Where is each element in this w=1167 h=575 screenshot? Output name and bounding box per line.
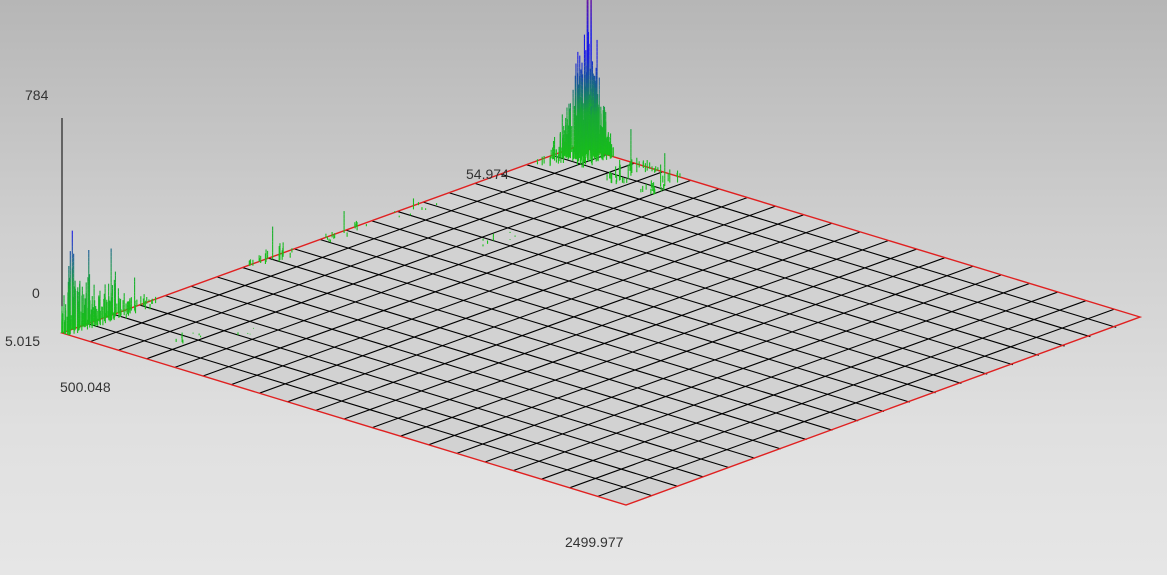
y-max-label: 54.974 <box>466 166 509 182</box>
z-max-label: 784 <box>25 87 49 103</box>
spectrum-bars <box>61 0 681 344</box>
x-min-label: 500.048 <box>60 379 111 395</box>
grid-line <box>526 164 1091 338</box>
grid-line <box>474 182 1039 356</box>
floor-grid <box>87 154 1117 497</box>
grid-line <box>372 240 889 429</box>
grid-line <box>513 283 1030 472</box>
grid-line <box>456 265 973 454</box>
grid-line <box>569 300 1086 489</box>
grid-line <box>448 192 1014 366</box>
grid-line <box>597 308 1114 497</box>
y-min-label: 5.015 <box>5 333 41 349</box>
grid-line <box>400 248 917 437</box>
grid-line <box>484 274 1002 463</box>
grid-line <box>423 201 988 375</box>
z-min-label: 0 <box>32 285 40 301</box>
floor-border <box>59 145 1143 506</box>
grid-line <box>428 257 945 446</box>
grid-line <box>345 229 910 403</box>
x-max-label: 2499.977 <box>565 534 624 550</box>
grid-line <box>319 238 885 413</box>
grid-line <box>541 291 1058 480</box>
grid-line <box>500 173 1065 347</box>
grid-line <box>371 220 936 394</box>
grid-line <box>397 210 962 384</box>
